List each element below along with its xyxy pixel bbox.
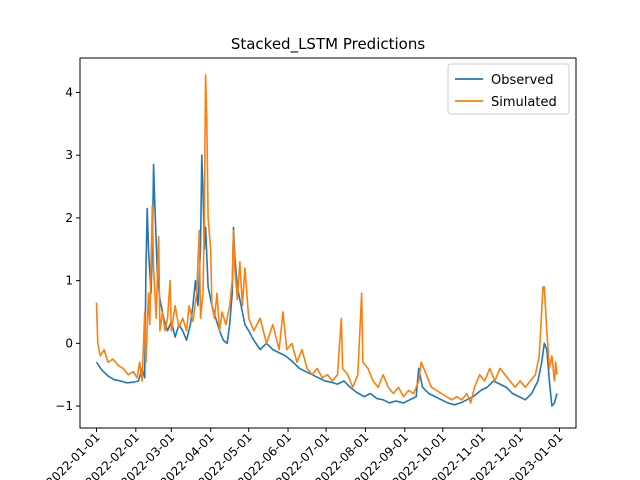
chart-title: Stacked_LSTM Predictions bbox=[231, 35, 426, 54]
y-tick-label: 3 bbox=[65, 148, 73, 162]
y-tick-label: 2 bbox=[65, 211, 73, 225]
axes-frame bbox=[79, 57, 577, 429]
y-tick-label: 0 bbox=[65, 336, 73, 350]
series-layer bbox=[95, 74, 558, 407]
legend: Observed Simulated bbox=[447, 63, 570, 115]
legend-label-observed: Observed bbox=[491, 73, 554, 88]
y-axis: −1 0 1 2 3 4 bbox=[55, 85, 80, 413]
series-line-observed bbox=[95, 154, 558, 407]
y-tick-label: 4 bbox=[65, 85, 73, 99]
legend-label-simulated: Simulated bbox=[491, 95, 557, 110]
y-tick-label: −1 bbox=[55, 399, 73, 413]
series-line-simulated bbox=[95, 74, 558, 404]
y-tick-label: 1 bbox=[65, 274, 73, 288]
